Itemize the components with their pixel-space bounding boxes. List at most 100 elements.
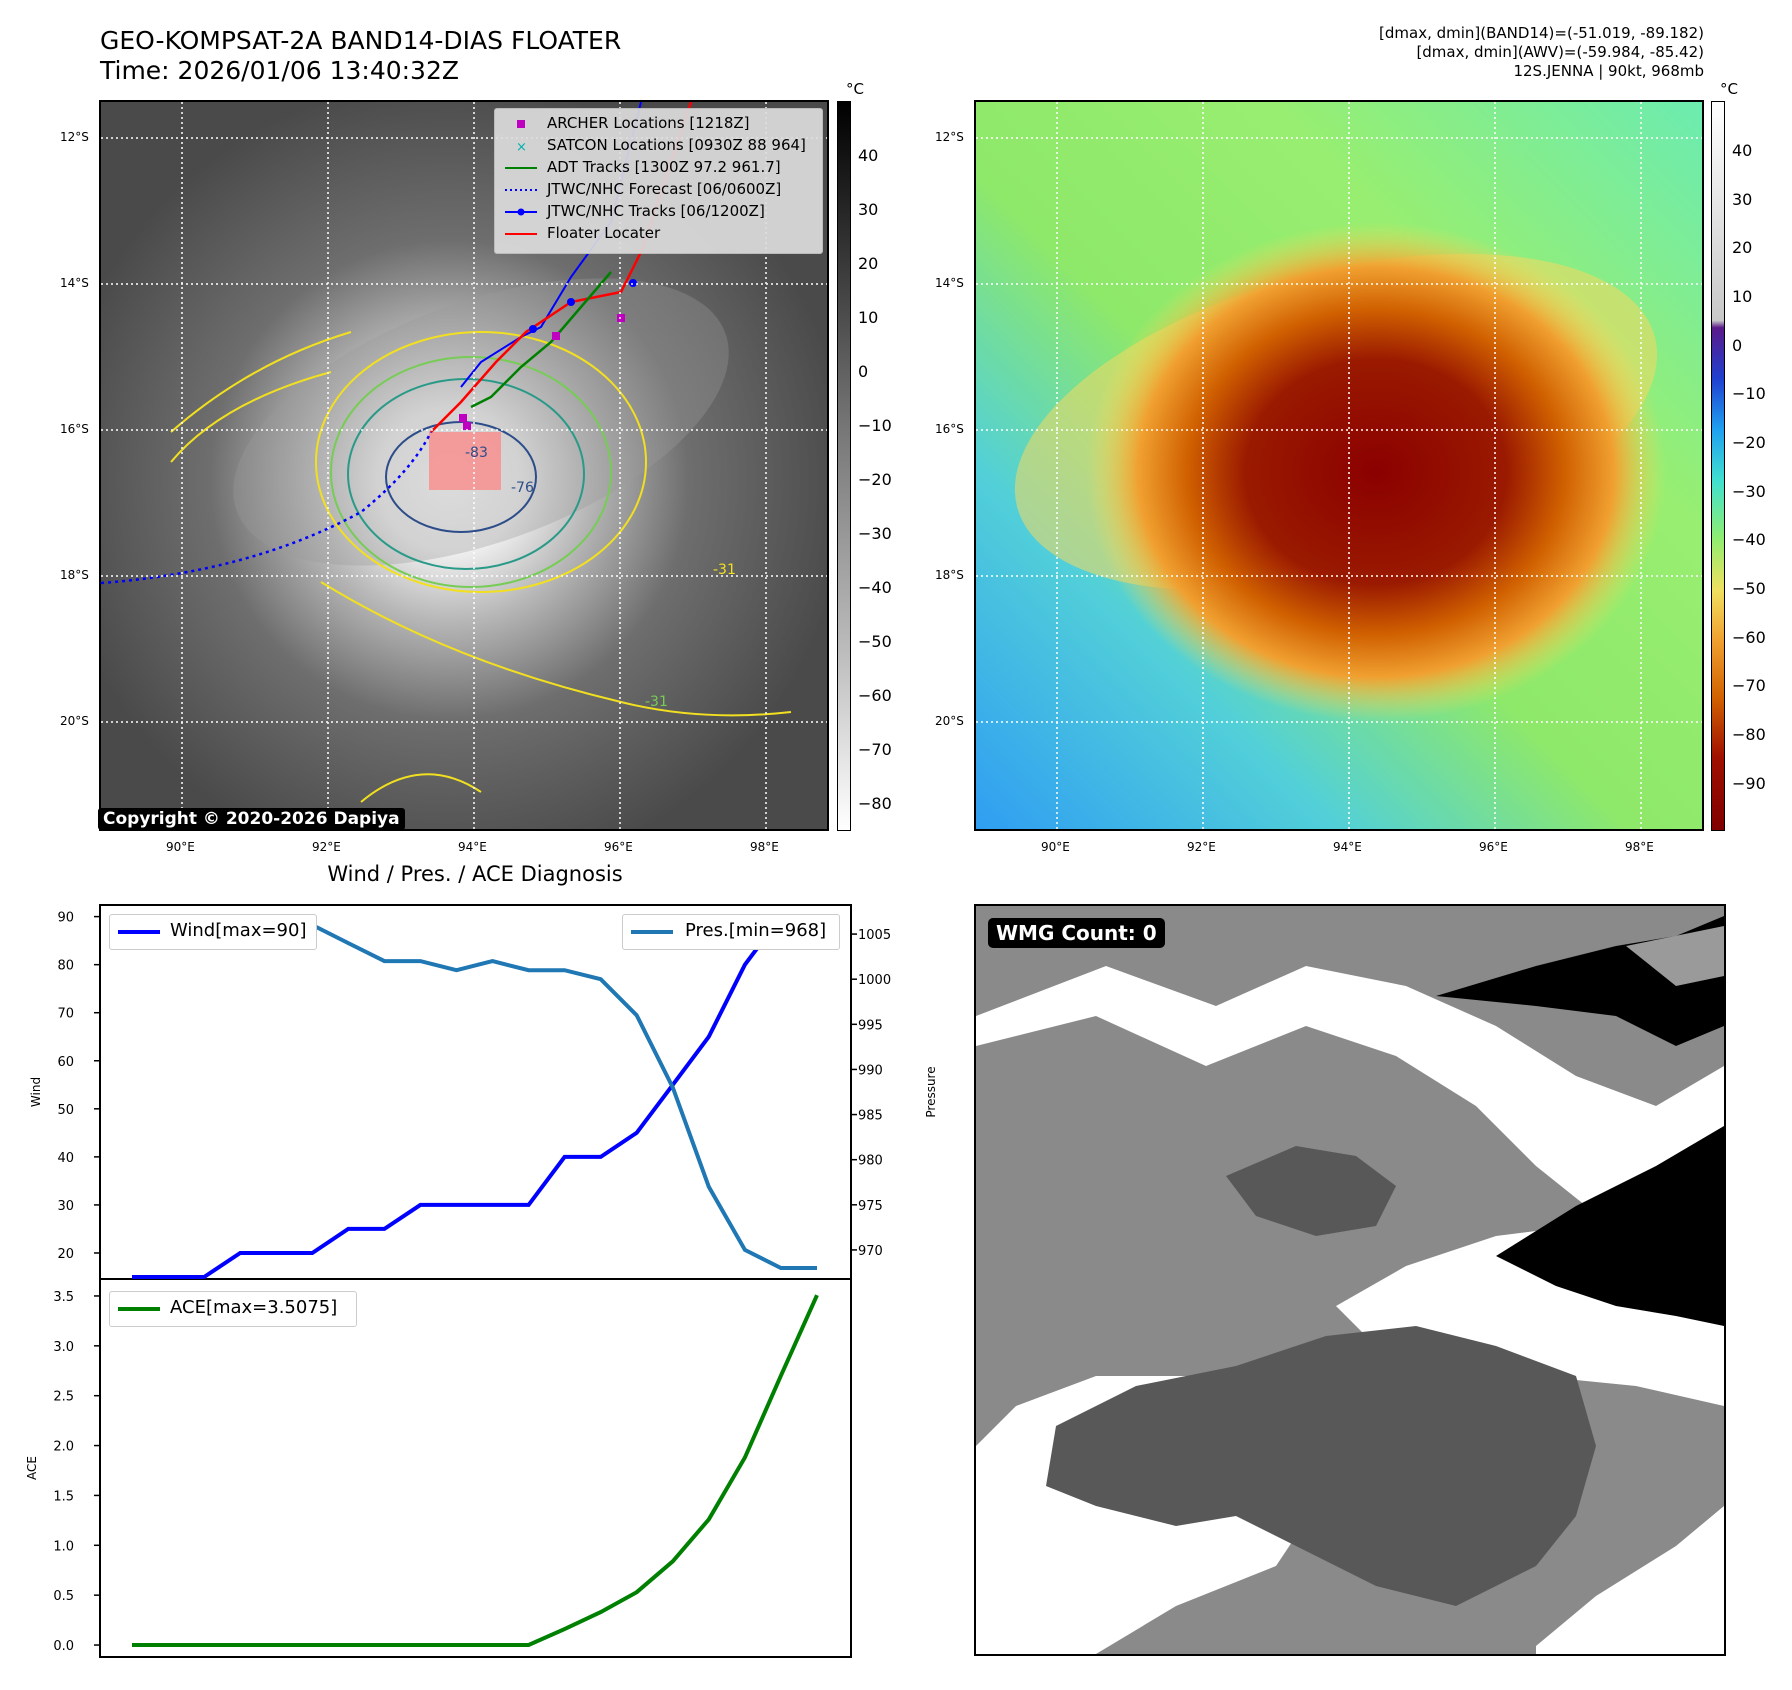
ace-frame bbox=[99, 1278, 852, 1658]
storm-info: 12S.JENNA | 90kt, 968mb bbox=[1513, 62, 1704, 80]
contour-label: -83 bbox=[465, 445, 488, 461]
figure-time: Time: 2026/01/06 13:40:32Z bbox=[100, 56, 459, 85]
diagnosis-title: Wind / Pres. / ACE Diagnosis bbox=[327, 862, 623, 886]
contour-label: -31 bbox=[645, 694, 668, 710]
lon-label: 94°E bbox=[1333, 840, 1362, 854]
colorbar-tick: 30 bbox=[858, 200, 879, 219]
pressure-legend-line-icon bbox=[631, 930, 673, 934]
ace-legend: ACE[max=3.5075] bbox=[109, 1291, 357, 1327]
axis-tick-label: 0.0 bbox=[53, 1639, 74, 1654]
wind-legend-label: Wind[max=90] bbox=[170, 920, 307, 941]
lat-label: 18°S bbox=[935, 568, 964, 582]
colorbar-left bbox=[837, 101, 851, 831]
wind-legend: Wind[max=90] bbox=[109, 914, 317, 950]
axis-tick-label: 995 bbox=[858, 1018, 883, 1033]
colorbar-right bbox=[1711, 101, 1725, 831]
pressure-axis-label: Pressure bbox=[924, 1066, 938, 1117]
lon-label: 90°E bbox=[1041, 840, 1070, 854]
colorbar-tick: −30 bbox=[858, 524, 892, 543]
axis-tick-label: 20 bbox=[57, 1247, 74, 1262]
colorbar-tick: −80 bbox=[858, 794, 892, 813]
axis-tick-label: 980 bbox=[858, 1154, 883, 1169]
lat-label: 12°S bbox=[60, 130, 89, 144]
axis-tick-label: 0.5 bbox=[53, 1589, 74, 1604]
contour-label: -31 bbox=[713, 562, 736, 578]
ace-legend-line-icon bbox=[118, 1307, 160, 1311]
wmg-count-badge: WMG Count: 0 bbox=[988, 918, 1165, 948]
colorbar-tick: 10 bbox=[1732, 287, 1753, 306]
colorbar-tick: −50 bbox=[1732, 579, 1766, 598]
axis-tick-label: 50 bbox=[57, 1103, 74, 1118]
axis-tick-label: 1.0 bbox=[53, 1539, 74, 1554]
axis-tick-label: 90 bbox=[57, 911, 74, 926]
pressure-legend-label: Pres.[min=968] bbox=[685, 920, 827, 941]
ace-series-line bbox=[132, 1294, 819, 1647]
axis-tick-label: 990 bbox=[858, 1063, 883, 1078]
satcon-marker-icon: × bbox=[516, 140, 527, 153]
lon-label: 94°E bbox=[458, 840, 487, 854]
wind-axis-ticks: 20 30 40 50 60 70 80 90 bbox=[57, 911, 100, 1262]
lat-label: 14°S bbox=[60, 276, 89, 290]
wmg-image bbox=[976, 906, 1724, 1654]
colorbar-tick: 0 bbox=[1732, 336, 1743, 355]
pressure-legend: Pres.[min=968] bbox=[622, 914, 840, 950]
map-legend: ARCHER Locations [1218Z] × SATCON Locati… bbox=[494, 108, 823, 254]
axis-tick-label: 1000 bbox=[858, 973, 891, 988]
colorbar-tick: 30 bbox=[1732, 190, 1753, 209]
pressure-axis-ticks: 970 975 980 985 990 995 1000 1005 bbox=[851, 928, 891, 1259]
axis-tick-label: 970 bbox=[858, 1244, 883, 1259]
axis-tick-label: 3.5 bbox=[53, 1290, 74, 1305]
ace-axis-label: ACE bbox=[25, 1456, 39, 1480]
axis-tick-label: 40 bbox=[57, 1151, 74, 1166]
lon-label: 96°E bbox=[604, 840, 633, 854]
wind-series-line bbox=[132, 914, 817, 1279]
axis-tick-label: 70 bbox=[57, 1007, 74, 1022]
ace-axis-ticks: 0.0 0.5 1.0 1.5 2.0 2.5 3.0 3.5 bbox=[53, 1290, 100, 1654]
lon-label: 90°E bbox=[166, 840, 195, 854]
colorbar-tick: 20 bbox=[1732, 238, 1753, 257]
colorbar-tick: 20 bbox=[858, 254, 879, 273]
wind-axis-label: Wind bbox=[29, 1077, 43, 1107]
lat-label: 16°S bbox=[935, 422, 964, 436]
lat-label: 20°S bbox=[935, 714, 964, 728]
forecast-line-icon bbox=[505, 189, 537, 191]
dmax-band14: [dmax, dmin](BAND14)=(-51.019, -89.182) bbox=[1379, 24, 1704, 42]
copyright-badge: Copyright © 2020-2026 Dapiya bbox=[98, 808, 405, 830]
colorbar-tick: −10 bbox=[858, 416, 892, 435]
colorbar-tick: 40 bbox=[858, 146, 879, 165]
lat-label: 14°S bbox=[935, 276, 964, 290]
lat-label: 18°S bbox=[60, 568, 89, 582]
axis-tick-label: 2.0 bbox=[53, 1440, 74, 1455]
lon-label: 92°E bbox=[1187, 840, 1216, 854]
lon-label: 98°E bbox=[750, 840, 779, 854]
diagnosis-chart: 20 30 40 50 60 70 80 90 970 975 980 985 990 995 1000 1… bbox=[25, 904, 938, 1658]
colorbar-tick: −60 bbox=[1732, 628, 1766, 647]
awv-map-panel bbox=[974, 100, 1704, 831]
colorbar-tick: −60 bbox=[858, 686, 892, 705]
dmax-awv: [dmax, dmin](AWV)=(-59.984, -85.42) bbox=[1416, 43, 1704, 61]
lon-label: 96°E bbox=[1479, 840, 1508, 854]
axis-tick-label: 3.0 bbox=[53, 1340, 74, 1355]
colorbar-tick: 10 bbox=[858, 308, 879, 327]
axis-tick-label: 975 bbox=[858, 1199, 883, 1214]
lat-label: 12°S bbox=[935, 130, 964, 144]
ir-map-image: -83 -76 -31 -31 bbox=[101, 102, 827, 829]
floater-line-icon bbox=[505, 233, 537, 235]
colorbar-tick: −20 bbox=[858, 470, 892, 489]
axis-tick-label: 1.5 bbox=[53, 1489, 74, 1504]
lat-label: 16°S bbox=[60, 422, 89, 436]
colorbar-tick: 40 bbox=[1732, 141, 1753, 160]
colorbar-tick: −20 bbox=[1732, 433, 1766, 452]
lon-label: 92°E bbox=[312, 840, 341, 854]
axis-tick-label: 60 bbox=[57, 1055, 74, 1070]
wind-pressure-frame bbox=[99, 904, 852, 1280]
lon-label: 98°E bbox=[1625, 840, 1654, 854]
adt-line-icon bbox=[505, 167, 537, 169]
archer-marker-icon bbox=[517, 120, 525, 128]
contour-label: -76 bbox=[511, 480, 534, 496]
wmg-panel bbox=[974, 904, 1726, 1656]
axis-tick-label: 80 bbox=[57, 959, 74, 974]
colorbar-tick: −40 bbox=[858, 578, 892, 597]
colorbar-tick: −90 bbox=[1732, 774, 1766, 793]
colorbar-tick: −80 bbox=[1732, 725, 1766, 744]
